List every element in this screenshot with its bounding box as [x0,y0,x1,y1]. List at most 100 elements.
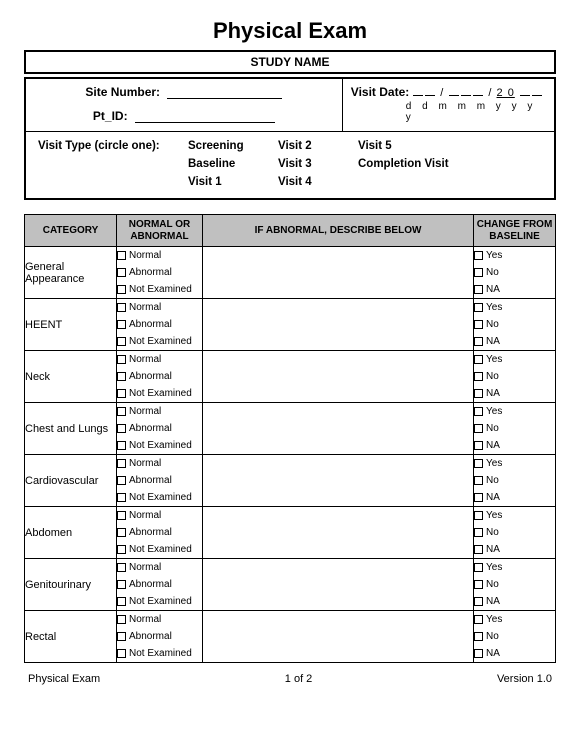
checkbox-option[interactable]: Not Examined [117,489,202,506]
checkbox-icon[interactable] [117,407,126,416]
checkbox-icon[interactable] [474,459,483,468]
checkbox-icon[interactable] [117,268,126,277]
checkbox-icon[interactable] [117,493,126,502]
checkbox-option[interactable]: NA [474,437,555,454]
checkbox-icon[interactable] [474,407,483,416]
checkbox-option[interactable]: No [474,264,555,281]
checkbox-icon[interactable] [117,355,126,364]
visit-opt-visit5[interactable]: Visit 5 [358,140,542,152]
checkbox-option[interactable]: Normal [117,299,202,316]
checkbox-icon[interactable] [117,320,126,329]
checkbox-option[interactable]: Not Examined [117,541,202,558]
checkbox-icon[interactable] [474,320,483,329]
checkbox-icon[interactable] [117,615,126,624]
checkbox-option[interactable]: No [474,472,555,489]
checkbox-option[interactable]: NA [474,645,555,662]
checkbox-option[interactable]: No [474,316,555,333]
checkbox-icon[interactable] [117,580,126,589]
checkbox-icon[interactable] [474,649,483,658]
checkbox-icon[interactable] [474,355,483,364]
checkbox-icon[interactable] [117,649,126,658]
visit-opt-visit1[interactable]: Visit 1 [188,176,278,188]
checkbox-option[interactable]: Normal [117,455,202,472]
checkbox-icon[interactable] [117,441,126,450]
checkbox-icon[interactable] [474,285,483,294]
checkbox-icon[interactable] [474,632,483,641]
checkbox-icon[interactable] [117,424,126,433]
checkbox-icon[interactable] [474,511,483,520]
checkbox-option[interactable]: NA [474,281,555,298]
describe-cell[interactable] [203,299,474,351]
checkbox-icon[interactable] [117,389,126,398]
describe-cell[interactable] [203,455,474,507]
visit-opt-visit4[interactable]: Visit 4 [278,176,358,188]
checkbox-icon[interactable] [474,389,483,398]
checkbox-icon[interactable] [117,337,126,346]
checkbox-icon[interactable] [474,424,483,433]
checkbox-icon[interactable] [474,476,483,485]
checkbox-icon[interactable] [117,459,126,468]
checkbox-option[interactable]: Abnormal [117,264,202,281]
checkbox-option[interactable]: Abnormal [117,524,202,541]
checkbox-option[interactable]: No [474,524,555,541]
visit-date-field[interactable]: / / 2 0 [412,87,543,99]
checkbox-option[interactable]: Not Examined [117,437,202,454]
checkbox-icon[interactable] [474,441,483,450]
checkbox-option[interactable]: No [474,628,555,645]
checkbox-icon[interactable] [474,493,483,502]
checkbox-icon[interactable] [117,528,126,537]
checkbox-option[interactable]: Abnormal [117,316,202,333]
checkbox-option[interactable]: NA [474,489,555,506]
checkbox-option[interactable]: Abnormal [117,472,202,489]
checkbox-option[interactable]: Not Examined [117,385,202,402]
checkbox-icon[interactable] [117,372,126,381]
checkbox-icon[interactable] [474,597,483,606]
checkbox-option[interactable]: Abnormal [117,628,202,645]
checkbox-option[interactable]: Normal [117,559,202,576]
checkbox-icon[interactable] [117,563,126,572]
visit-opt-visit3[interactable]: Visit 3 [278,158,358,170]
checkbox-icon[interactable] [474,580,483,589]
checkbox-icon[interactable] [474,372,483,381]
checkbox-option[interactable]: Yes [474,455,555,472]
checkbox-icon[interactable] [474,615,483,624]
checkbox-icon[interactable] [117,303,126,312]
checkbox-option[interactable]: Normal [117,611,202,628]
visit-opt-visit2[interactable]: Visit 2 [278,140,358,152]
checkbox-option[interactable]: Not Examined [117,645,202,662]
checkbox-option[interactable]: NA [474,541,555,558]
checkbox-icon[interactable] [474,268,483,277]
checkbox-option[interactable]: Yes [474,403,555,420]
checkbox-icon[interactable] [117,511,126,520]
checkbox-icon[interactable] [117,597,126,606]
checkbox-option[interactable]: Yes [474,247,555,264]
checkbox-option[interactable]: Yes [474,507,555,524]
checkbox-option[interactable]: NA [474,333,555,350]
checkbox-icon[interactable] [474,528,483,537]
checkbox-option[interactable]: Abnormal [117,576,202,593]
checkbox-option[interactable]: Yes [474,559,555,576]
describe-cell[interactable] [203,403,474,455]
checkbox-icon[interactable] [474,337,483,346]
checkbox-icon[interactable] [474,303,483,312]
checkbox-option[interactable]: Not Examined [117,593,202,610]
checkbox-option[interactable]: No [474,420,555,437]
visit-opt-completion[interactable]: Completion Visit [358,158,542,170]
describe-cell[interactable] [203,611,474,663]
checkbox-option[interactable]: Yes [474,351,555,368]
visit-opt-screening[interactable]: Screening [188,140,278,152]
checkbox-icon[interactable] [117,632,126,641]
checkbox-option[interactable]: No [474,368,555,385]
checkbox-icon[interactable] [474,545,483,554]
checkbox-option[interactable]: Abnormal [117,420,202,437]
checkbox-option[interactable]: Normal [117,247,202,264]
checkbox-option[interactable]: No [474,576,555,593]
checkbox-option[interactable]: Abnormal [117,368,202,385]
checkbox-option[interactable]: Yes [474,611,555,628]
checkbox-option[interactable]: Yes [474,299,555,316]
describe-cell[interactable] [203,559,474,611]
ptid-field[interactable] [135,109,275,123]
describe-cell[interactable] [203,507,474,559]
checkbox-icon[interactable] [474,563,483,572]
checkbox-icon[interactable] [117,545,126,554]
